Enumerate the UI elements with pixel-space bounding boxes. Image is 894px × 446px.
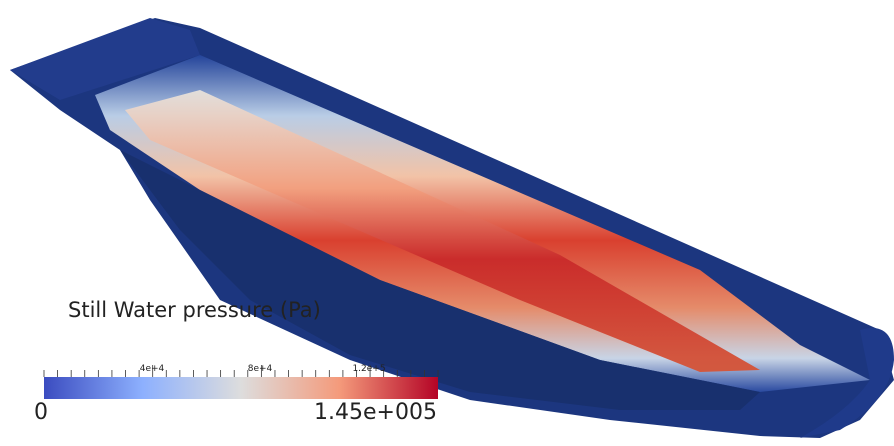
hull-bow [800,328,894,438]
legend-max-label: 1.45e+005 [314,400,437,425]
hull-high-pressure-core [125,90,760,372]
colorbar-gradient [44,377,438,399]
hull-lower-side-panel [120,150,760,410]
hull-deck-strip [10,18,200,100]
tick-label-80000: 8e+4 [247,364,273,374]
tick-label-120000: 1.2e+5 [352,364,386,374]
tick-label-40000: 4e+4 [139,364,165,374]
colorbar-ticks [43,365,439,377]
legend-title: Still Water pressure (Pa) [68,298,321,322]
legend-min-label: 0 [34,400,48,425]
